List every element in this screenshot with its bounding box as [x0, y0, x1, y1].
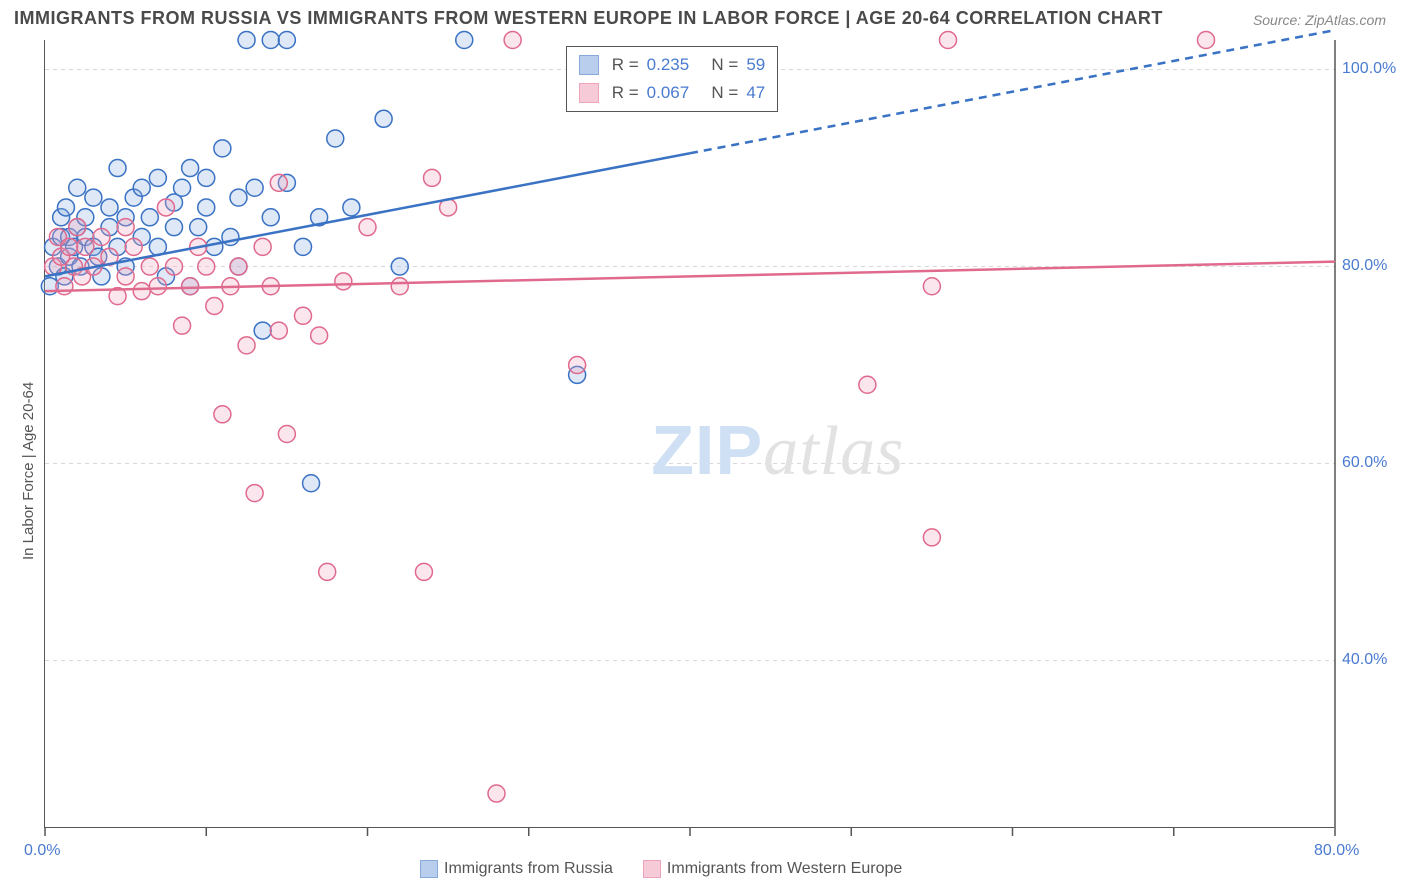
- watermark-zip: ZIP: [651, 411, 763, 489]
- plot-area: ZIPatlas: [44, 40, 1334, 828]
- legend-swatch: [420, 860, 438, 878]
- chart-container: IMMIGRANTS FROM RUSSIA VS IMMIGRANTS FRO…: [0, 0, 1406, 892]
- y-axis-title: In Labor Force | Age 20-64: [20, 382, 37, 560]
- source-label: Source: ZipAtlas.com: [1253, 12, 1386, 28]
- legend-label: Immigrants from Western Europe: [667, 860, 902, 877]
- legend-stats-box: R = 0.235 N = 59 R = 0.067 N = 47: [566, 46, 778, 112]
- legend-item: Immigrants from Western Europe: [643, 860, 902, 878]
- chart-title: IMMIGRANTS FROM RUSSIA VS IMMIGRANTS FRO…: [14, 8, 1163, 29]
- legend-bottom: Immigrants from Russia Immigrants from We…: [420, 860, 902, 878]
- legend-label: Immigrants from Russia: [444, 860, 613, 877]
- y-tick-label: 80.0%: [1342, 257, 1387, 275]
- y-tick-label: 100.0%: [1342, 60, 1396, 78]
- legend-swatch: [579, 83, 599, 103]
- watermark: ZIPatlas: [651, 410, 904, 492]
- legend-swatch: [579, 55, 599, 75]
- x-tick-label: 80.0%: [1314, 842, 1359, 860]
- watermark-atlas: atlas: [763, 413, 904, 490]
- legend-item: Immigrants from Russia: [420, 860, 613, 878]
- x-tick-label: 0.0%: [24, 842, 60, 860]
- legend-swatch: [643, 860, 661, 878]
- y-tick-label: 60.0%: [1342, 454, 1387, 472]
- legend-stats-row: R = 0.067 N = 47: [579, 79, 765, 107]
- legend-stats-row: R = 0.235 N = 59: [579, 51, 765, 79]
- y-tick-label: 40.0%: [1342, 651, 1387, 669]
